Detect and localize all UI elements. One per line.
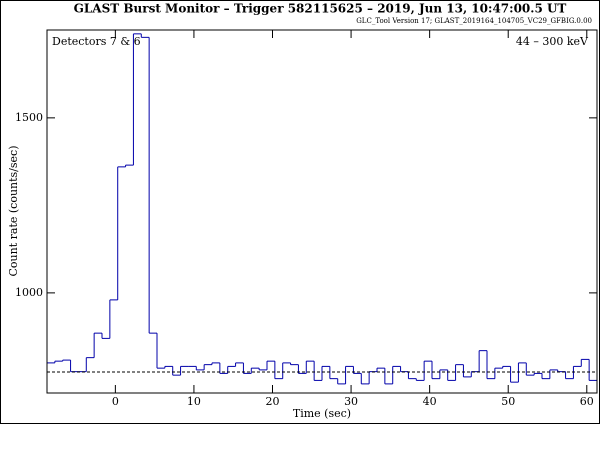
y-axis-label: Count rate (counts/sec) bbox=[7, 146, 20, 277]
chart-subtitle: GLC_Tool Version 17; GLAST_2019164_10470… bbox=[356, 17, 592, 25]
annotation: Detectors 7 & 6 bbox=[52, 35, 141, 48]
plot-frame bbox=[46, 29, 598, 394]
x-tick-label: 30 bbox=[344, 395, 358, 408]
outer-frame bbox=[0, 0, 600, 424]
x-tick-label: 40 bbox=[423, 395, 437, 408]
x-axis-label: Time (sec) bbox=[293, 407, 351, 420]
x-tick-label: 10 bbox=[187, 395, 201, 408]
x-tick-label: 20 bbox=[266, 395, 280, 408]
y-tick-label: 1000 bbox=[15, 286, 43, 299]
x-tick-label: 60 bbox=[580, 395, 594, 408]
x-tick-label: 0 bbox=[112, 395, 119, 408]
annotation: 44 – 300 keV bbox=[516, 35, 589, 48]
y-tick-label: 1500 bbox=[15, 111, 43, 124]
x-tick-label: 50 bbox=[501, 395, 515, 408]
chart-title: GLAST Burst Monitor – Trigger 582115625 … bbox=[74, 2, 567, 16]
